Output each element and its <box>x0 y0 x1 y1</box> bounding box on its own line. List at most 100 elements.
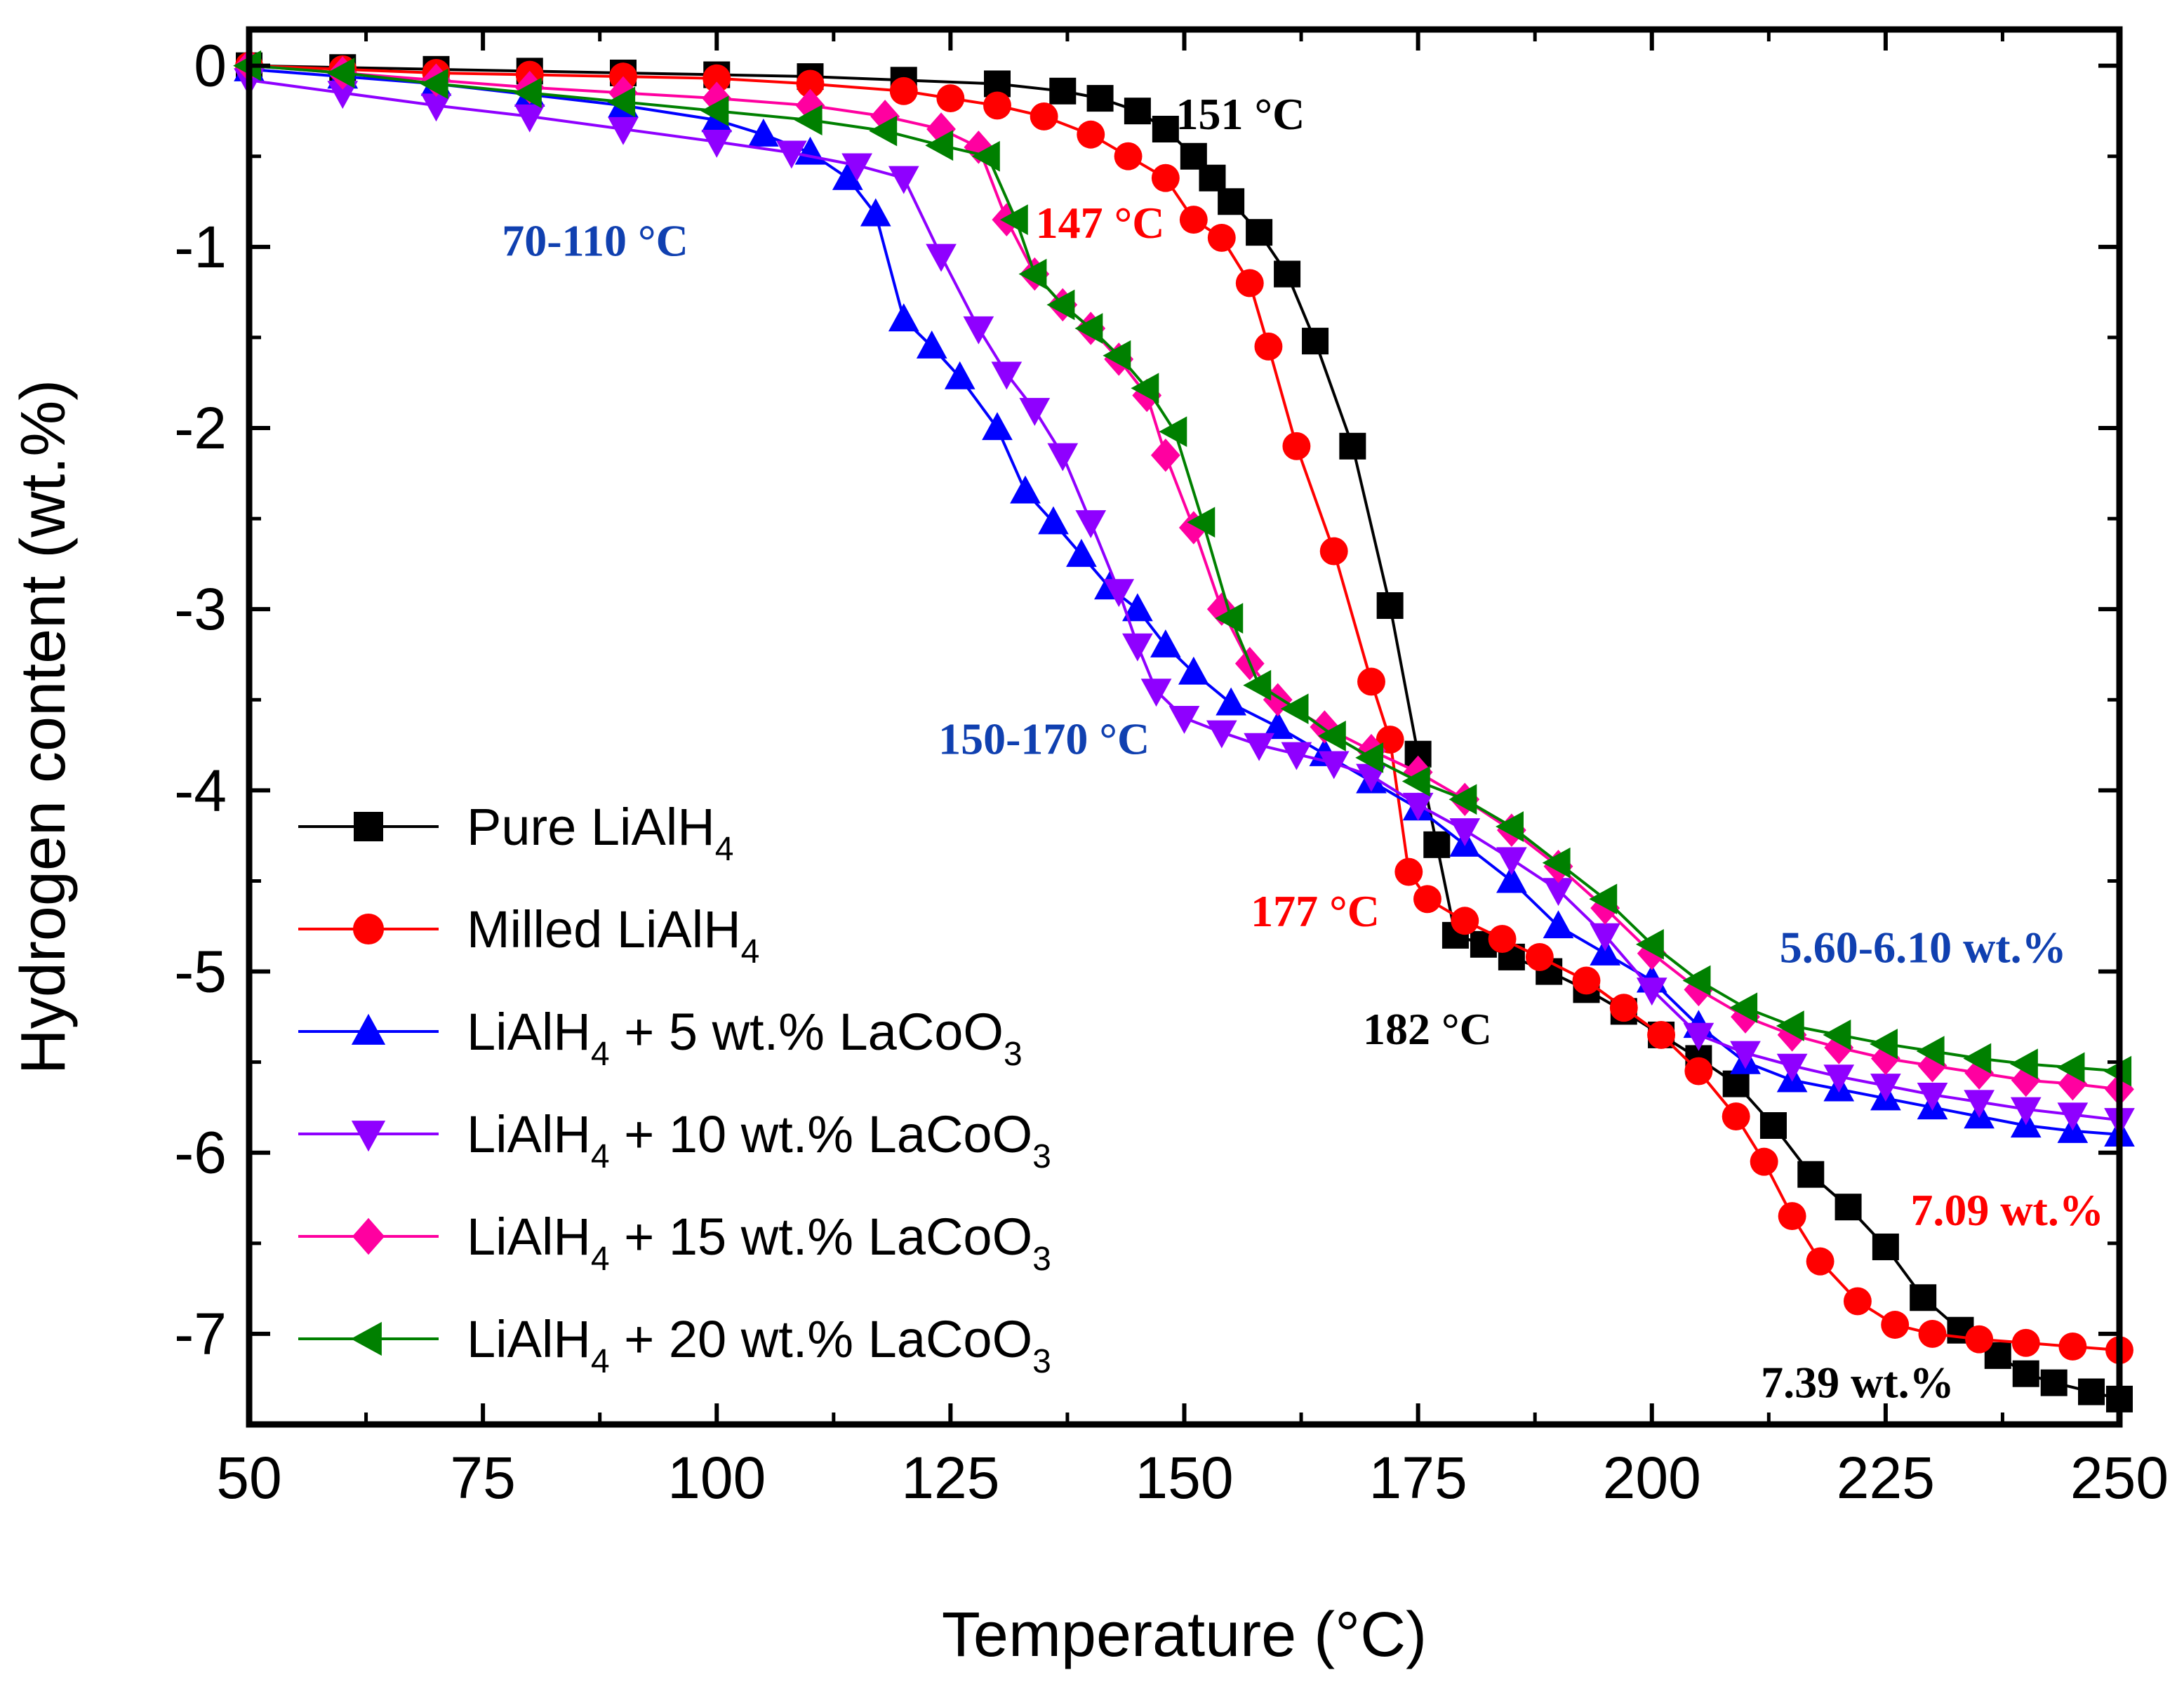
data-point <box>1413 885 1441 914</box>
legend-marker <box>354 812 383 841</box>
data-point <box>963 316 994 345</box>
data-point <box>326 58 355 88</box>
data-point <box>860 198 891 227</box>
data-point <box>1609 994 1638 1022</box>
x-axis-title: Temperature (°C) <box>942 1600 1427 1670</box>
y-tick-label: -1 <box>174 214 227 280</box>
data-point <box>936 84 965 113</box>
data-point <box>983 91 1011 120</box>
data-point <box>1103 340 1131 371</box>
data-point <box>703 64 731 93</box>
annotation-label: 177 °C <box>1251 886 1380 936</box>
data-point <box>2058 1333 2087 1361</box>
data-point <box>513 77 542 109</box>
data-point <box>1038 506 1069 535</box>
data-point <box>1122 633 1153 662</box>
legend-label: Milled LiAlH4 <box>467 900 759 970</box>
data-point <box>1525 942 1554 971</box>
data-point <box>1103 579 1135 608</box>
x-tick-label: 225 <box>1837 1445 1935 1511</box>
data-point <box>1152 116 1179 142</box>
legend-marker <box>352 913 385 945</box>
data-point <box>1114 142 1143 171</box>
data-point <box>1881 1311 1910 1339</box>
data-point <box>1965 1325 1994 1354</box>
x-tick-label: 100 <box>667 1445 766 1511</box>
annotation-label: 70-110 °C <box>502 216 688 266</box>
data-point <box>607 86 636 118</box>
annotation-layer: 151 °C 70-110 °C 147 °C 150-170 °C 177 °C 182… <box>502 89 2104 1407</box>
data-point <box>1750 1147 1778 1176</box>
data-point <box>1274 260 1301 288</box>
data-point <box>1590 937 1620 966</box>
data-point <box>1339 432 1366 460</box>
data-point <box>1357 667 1385 696</box>
data-point <box>1496 847 1527 876</box>
data-point <box>1918 1319 1947 1348</box>
legend-label-subscript: 3 <box>1032 1138 1051 1175</box>
data-point <box>1046 289 1075 321</box>
data-point <box>869 115 898 147</box>
series-4 <box>234 68 2135 1137</box>
y-tick-label: -6 <box>174 1120 227 1186</box>
data-point <box>1018 258 1047 290</box>
legend-label-subscript: 3 <box>1004 1036 1023 1073</box>
data-point <box>608 116 639 145</box>
data-point <box>1449 784 1477 815</box>
data-point <box>1077 120 1105 149</box>
annotation-label: 5.60-6.10 wt.% <box>1780 923 2067 973</box>
y-tick-label: -4 <box>174 757 227 823</box>
data-point <box>1151 163 1180 192</box>
data-point <box>796 69 825 98</box>
data-point <box>1075 510 1107 539</box>
data-point <box>1964 1090 1995 1118</box>
data-point <box>1451 907 1479 935</box>
data-point <box>1262 711 1293 740</box>
legend-label-subscript: 4 <box>715 831 734 868</box>
data-point <box>1423 831 1451 858</box>
data-point <box>1280 693 1309 725</box>
legend-entry: Milled LiAlH4 <box>298 900 759 970</box>
data-point <box>1759 1112 1787 1139</box>
legend-label: LiAlH4 + 10 wt.% LaCoO3 <box>467 1105 1051 1175</box>
data-point <box>888 166 919 194</box>
data-point <box>1776 1010 1804 1041</box>
legend-entry: LiAlH4 + 10 wt.% LaCoO3 <box>298 1105 1051 1175</box>
y-tick-label: -7 <box>174 1301 227 1367</box>
data-point <box>2056 1052 2085 1083</box>
series-line <box>248 79 2120 1122</box>
data-point <box>999 204 1028 235</box>
data-point <box>1917 1083 1948 1111</box>
data-point <box>1684 1057 1713 1086</box>
legend-label-tail: + 20 wt.% LaCoO <box>610 1310 1033 1368</box>
data-point <box>1806 1247 1835 1276</box>
data-point <box>1199 164 1226 192</box>
legend-entry: Pure LiAlH4 <box>298 798 733 868</box>
data-point <box>832 161 863 190</box>
data-point <box>982 412 1013 441</box>
legend-label-main: LiAlH <box>467 1105 591 1163</box>
data-point <box>1488 925 1517 954</box>
data-point <box>1030 102 1058 131</box>
legend-label-main: Pure LiAlH <box>467 798 715 856</box>
data-point <box>776 140 807 169</box>
data-point <box>1870 1028 1898 1060</box>
data-point <box>888 303 919 332</box>
series-layer <box>233 48 2135 1413</box>
data-point <box>1797 1161 1825 1188</box>
data-point <box>1215 603 1244 634</box>
data-point <box>1778 1202 1806 1231</box>
data-point <box>1963 1043 1992 1074</box>
legend-label-subscript: 4 <box>741 933 760 970</box>
data-point <box>1722 1102 1750 1131</box>
legend-label: Pure LiAlH4 <box>467 798 733 868</box>
data-point <box>1823 1020 1851 1050</box>
data-point <box>1835 1194 1862 1221</box>
y-tick-label: 0 <box>194 33 227 99</box>
data-point <box>1281 742 1312 770</box>
y-tick-label: -3 <box>174 576 227 642</box>
data-point <box>1872 1233 1899 1260</box>
data-point <box>964 131 994 164</box>
y-tick-label: -2 <box>174 395 227 461</box>
